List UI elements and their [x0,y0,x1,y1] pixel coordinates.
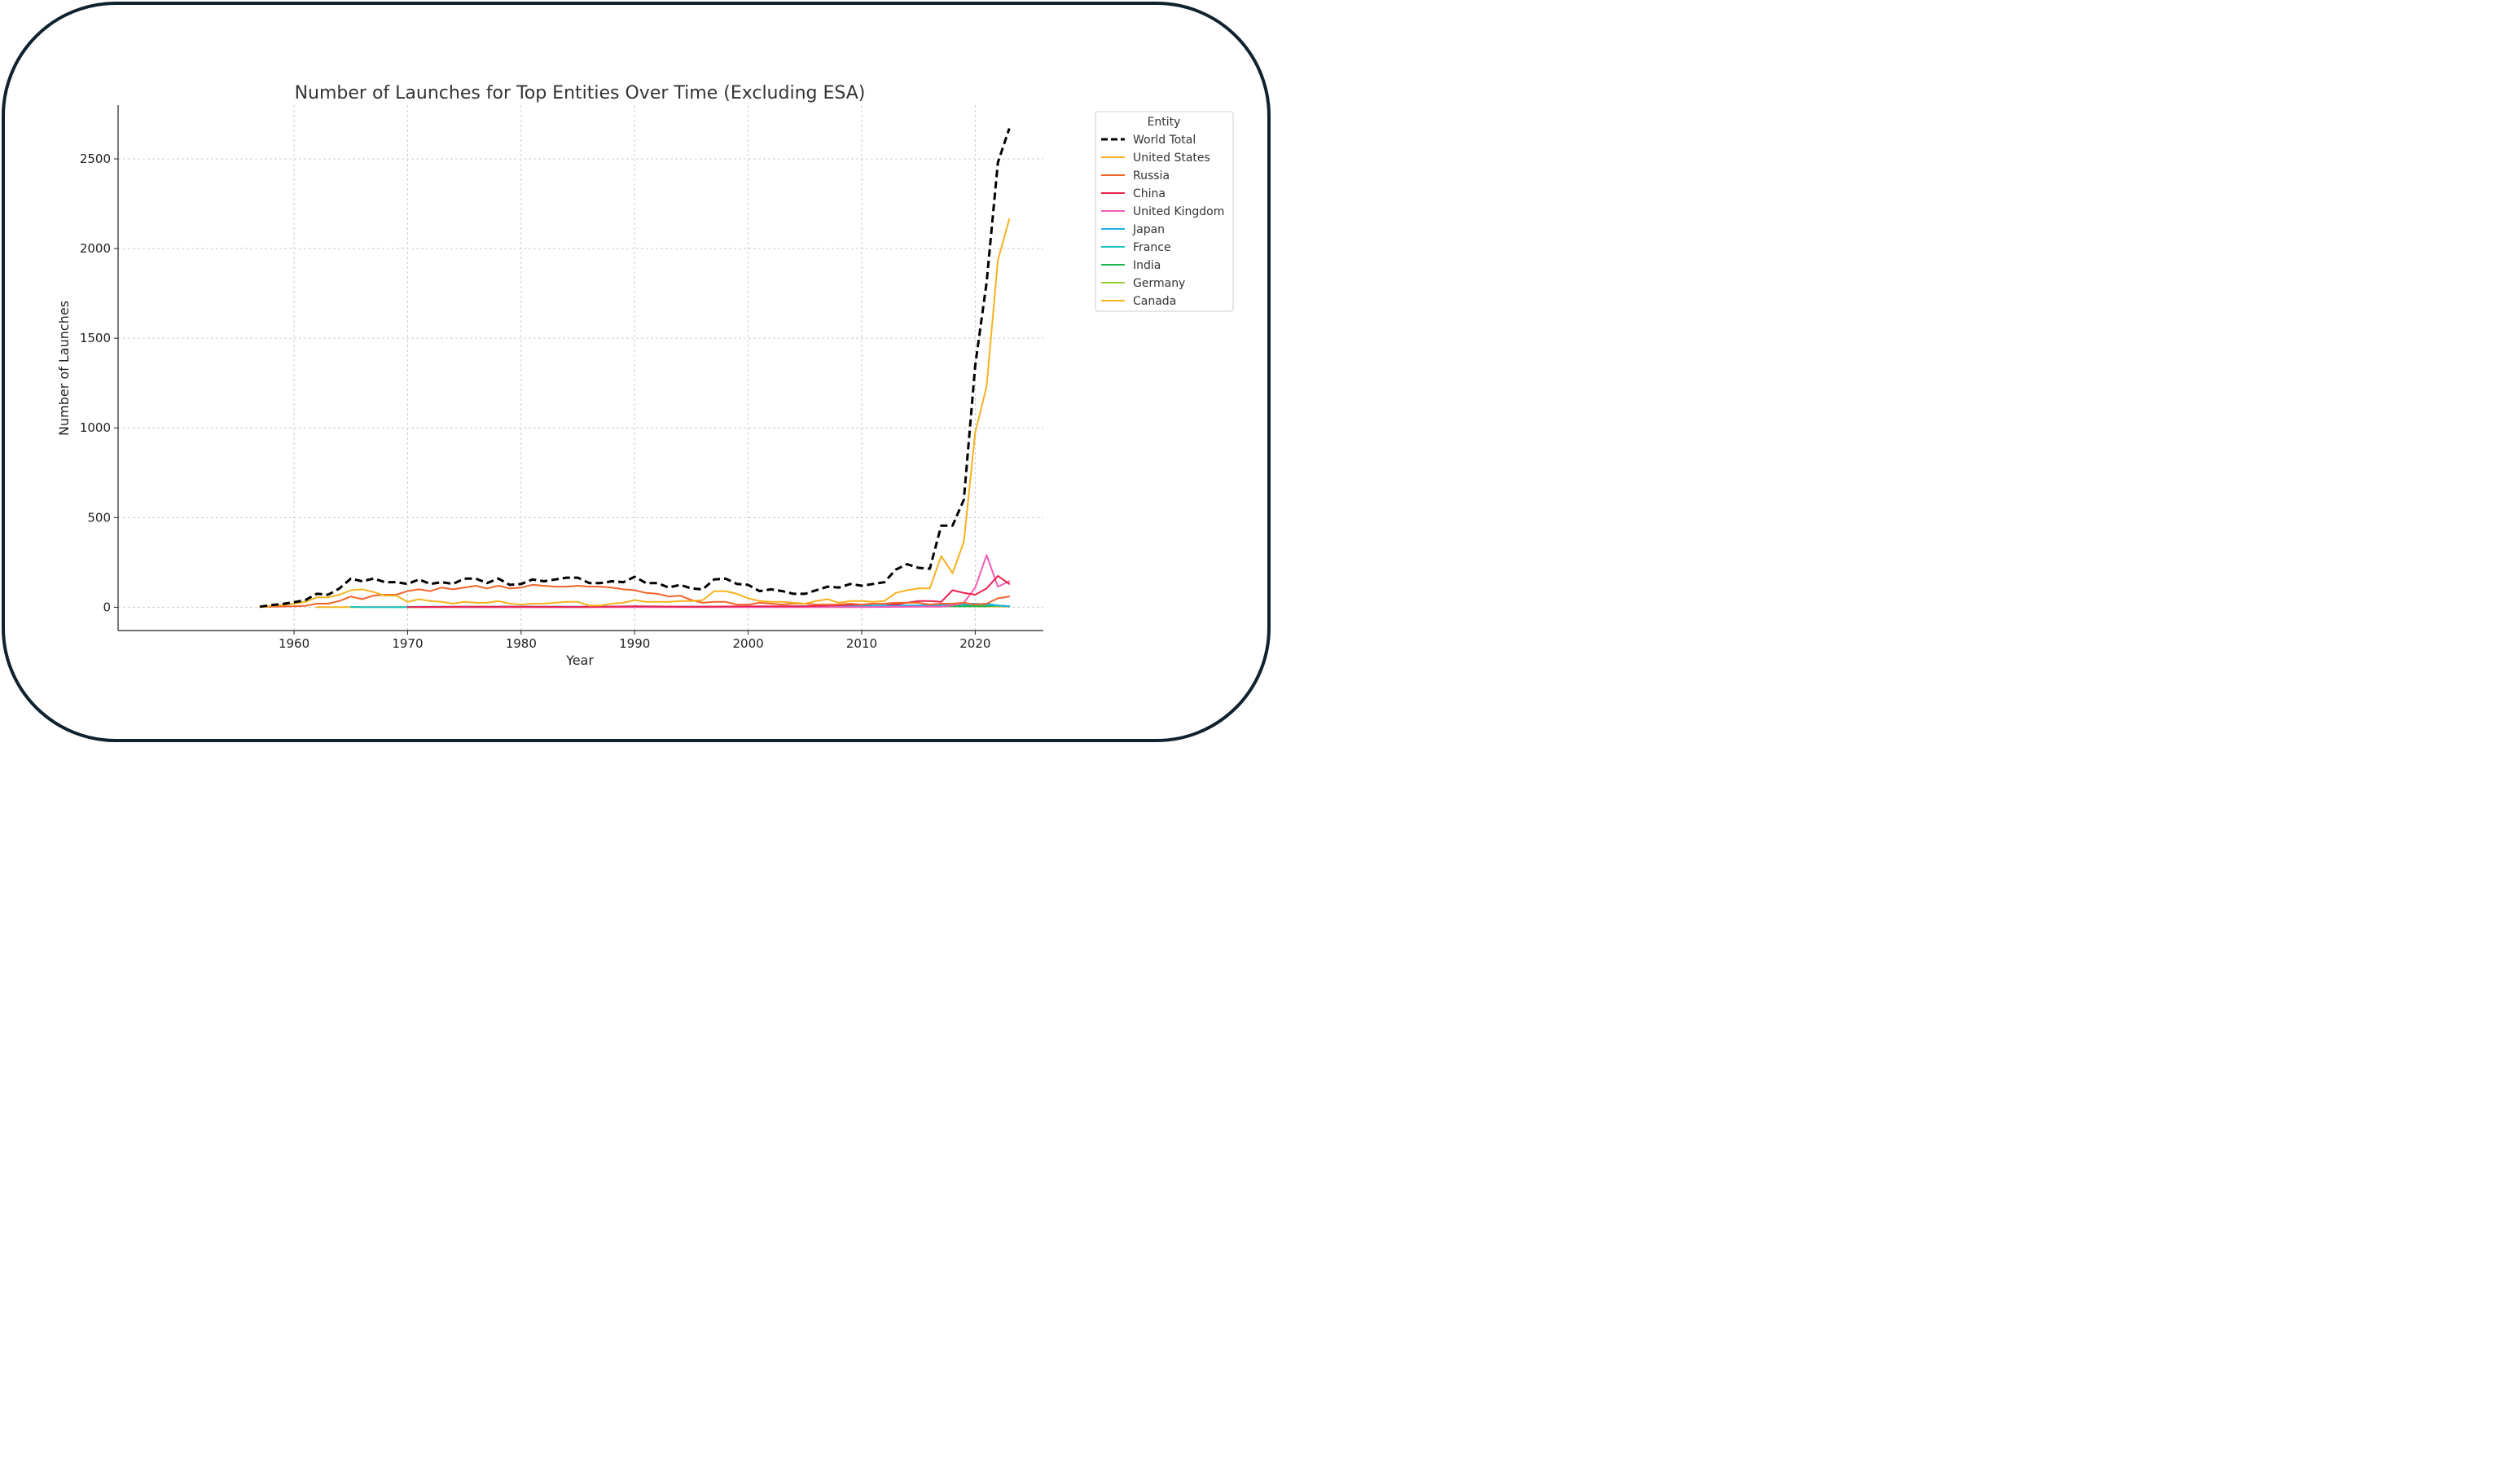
y-tick-label: 2500 [80,152,111,166]
series-line-world-total [259,128,1011,609]
x-tick-label: 1980 [506,636,537,651]
legend: Entity World Total United States Russia Chi… [1095,111,1234,312]
x-tick-label: 1960 [279,636,310,651]
y-tick-label: 1500 [80,331,111,345]
legend-label-united-kingdom: United Kingdom [1133,205,1224,218]
series-line-russia [259,583,1011,608]
x-tick-label: 1990 [619,636,650,651]
legend-label-china: China [1133,187,1166,200]
legend-title: Entity [1148,116,1181,129]
chart-title: Number of Launches for Top Entities Over… [295,83,866,103]
y-axis-label: Number of Launches [56,301,72,436]
y-tick-label: 0 [103,600,111,614]
line-chart: Number of Launches for Top Entities Over… [56,83,1234,668]
legend-label-india: India [1133,259,1161,272]
legend-label-france: France [1133,241,1171,254]
x-axis-label: Year [565,653,594,668]
y-tick-label: 2000 [80,241,111,256]
legend-box [1095,111,1234,312]
series-line-china [406,574,1011,609]
rounded-frame [2,2,1271,742]
x-tick-label: 2020 [959,636,990,651]
axes: 1960 1970 1980 1990 2000 2010 2020 0 500 1000 1500… [80,105,1043,651]
x-tick-label: 1970 [392,636,423,651]
series-layer [259,128,1011,609]
y-tick-label: 500 [87,510,111,525]
legend-label-russia: Russia [1133,169,1170,182]
legend-label-united-states: United States [1133,152,1210,165]
legend-label-canada: Canada [1133,295,1176,308]
legend-label-japan: Japan [1132,223,1165,236]
grid-lines [118,105,1043,631]
legend-label-world-total: World Total [1133,134,1196,147]
x-tick-label: 2010 [846,636,877,651]
y-tick-label: 1000 [80,420,111,435]
x-tick-label: 2000 [733,636,764,651]
legend-label-germany: Germany [1133,277,1185,290]
series-line-united-states [259,218,1011,609]
series-line-united-kingdom [418,554,1011,609]
